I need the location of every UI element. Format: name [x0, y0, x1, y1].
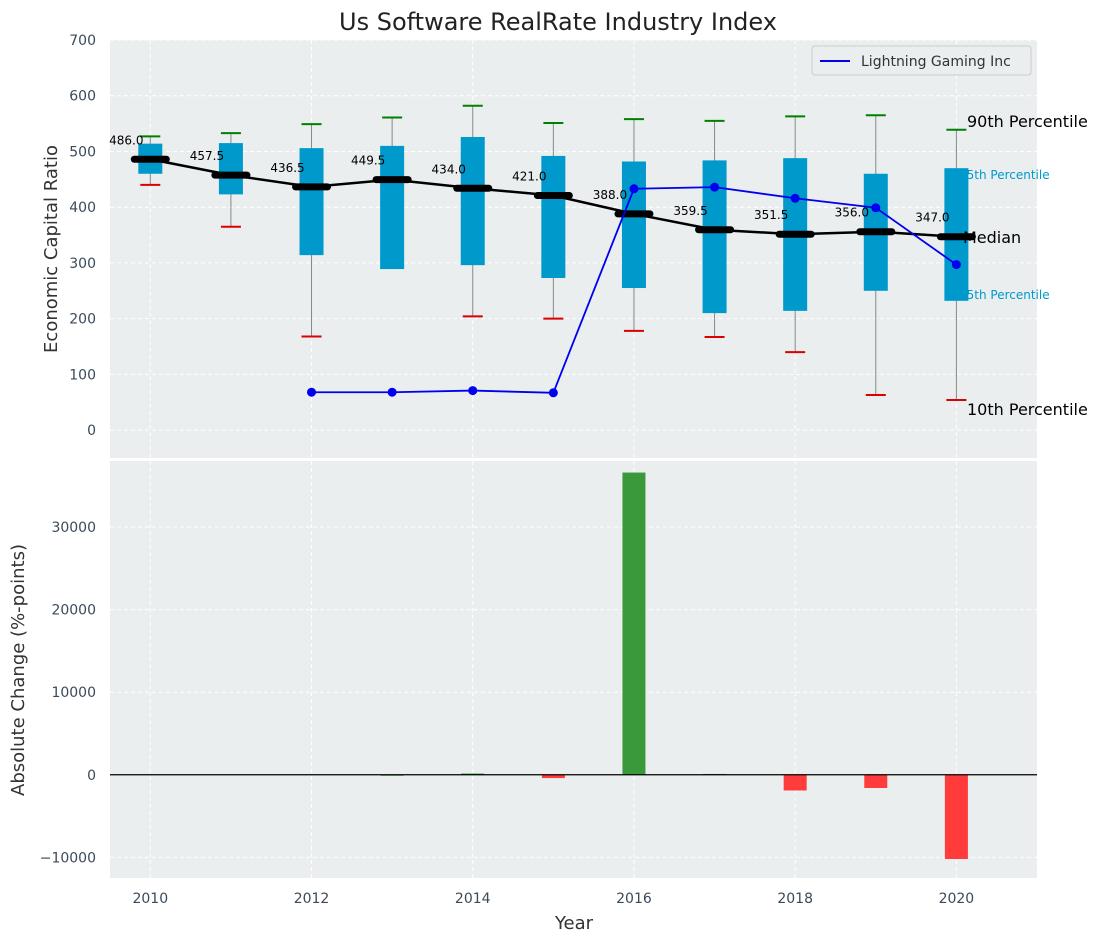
- change-bar: [864, 774, 888, 788]
- iqr-box: [299, 148, 324, 256]
- top-y-tick-label: 0: [87, 423, 96, 439]
- x-tick-label: 2012: [294, 891, 330, 907]
- p75-annotation: 75th Percentile: [959, 168, 1050, 182]
- median-annotation: Median: [963, 228, 1021, 247]
- company-point: [307, 387, 317, 397]
- median-value-label: 434.0: [432, 162, 466, 176]
- change-bar: [783, 774, 807, 791]
- top-panel: 0 100 200 300 400 500 600 700 486.0 457.5 436.5 44…: [41, 33, 1088, 458]
- top-y-tick-label: 300: [69, 256, 96, 272]
- percentile-annotations: 90th Percentile 75th Percentile Median 2…: [959, 112, 1088, 419]
- legend-label: Lightning Gaming Inc: [861, 54, 1011, 70]
- bottom-y-tick-label: −10000: [40, 850, 96, 866]
- iqr-box: [460, 136, 485, 266]
- median-value-label: 356.0: [835, 206, 869, 220]
- top-y-tick-label: 500: [69, 144, 96, 160]
- median-value-label: 347.0: [915, 211, 949, 225]
- company-point: [871, 203, 881, 213]
- p10-annotation: 10th Percentile: [967, 400, 1088, 419]
- change-bar: [622, 472, 646, 775]
- x-tick-label: 2016: [616, 891, 652, 907]
- top-y-axis-label: Economic Capital Ratio: [41, 145, 62, 353]
- top-y-tick-label: 100: [69, 367, 96, 383]
- p25-annotation: 25th Percentile: [959, 288, 1050, 302]
- median-value-label: 436.5: [270, 161, 304, 175]
- company-point: [387, 387, 397, 397]
- company-series-group: [307, 182, 961, 398]
- median-value-label: 457.5: [190, 149, 224, 163]
- bottom-plot-area: [110, 461, 1037, 878]
- iqr-box: [380, 145, 405, 270]
- legend-box: [811, 45, 1032, 76]
- company-point: [629, 184, 639, 194]
- bottom-y-tick-label: 0: [87, 768, 96, 784]
- change-bar: [541, 774, 565, 779]
- x-ticks: 2010 2012 2014 2016 2018 2020: [132, 891, 974, 907]
- top-y-tick-label: 600: [69, 89, 96, 105]
- iqr-box: [218, 143, 243, 195]
- top-y-tick-label: 400: [69, 200, 96, 216]
- change-bar: [944, 774, 968, 860]
- x-tick-label: 2014: [455, 891, 491, 907]
- median-value-label: 351.5: [754, 208, 788, 222]
- x-tick-label: 2010: [132, 891, 168, 907]
- legend: Lightning Gaming Inc: [811, 45, 1032, 76]
- median-value-label: 449.5: [351, 154, 385, 168]
- chart-title: Us Software RealRate Industry Index: [339, 8, 777, 36]
- bottom-y-axis-label: Absolute Change (%-points): [8, 544, 29, 796]
- iqr-box: [621, 161, 646, 289]
- bottom-y-tick-label: 30000: [51, 520, 96, 536]
- top-gridlines: [110, 39, 1037, 458]
- bottom-y-ticks: −10000 0 10000 20000 30000: [40, 520, 96, 866]
- top-plot-area: [110, 40, 1037, 458]
- iqr-box: [541, 155, 566, 278]
- median-value-label: 359.5: [673, 204, 707, 218]
- median-value-label: 421.0: [512, 169, 546, 183]
- median-value-label: 486.0: [109, 133, 143, 147]
- company-point: [951, 260, 961, 270]
- top-y-tick-label: 700: [69, 33, 96, 49]
- bottom-y-tick-label: 20000: [51, 603, 96, 619]
- median-value-label: 388.0: [593, 188, 627, 202]
- median-line-group: 486.0 457.5 436.5 449.5 434.0 421.0 388.0 359.5…: [109, 133, 976, 241]
- p90-annotation: 90th Percentile: [967, 112, 1088, 131]
- company-point: [710, 182, 720, 192]
- x-tick-label: 2020: [939, 891, 975, 907]
- company-point: [548, 388, 558, 398]
- x-axis-label: Year: [554, 913, 594, 934]
- x-tick-label: 2018: [777, 891, 813, 907]
- bottom-y-tick-label: 10000: [51, 685, 96, 701]
- top-y-ticks: 0 100 200 300 400 500 600 700: [69, 33, 96, 439]
- company-point: [790, 193, 800, 203]
- top-y-tick-label: 200: [69, 312, 96, 328]
- company-point: [468, 386, 478, 396]
